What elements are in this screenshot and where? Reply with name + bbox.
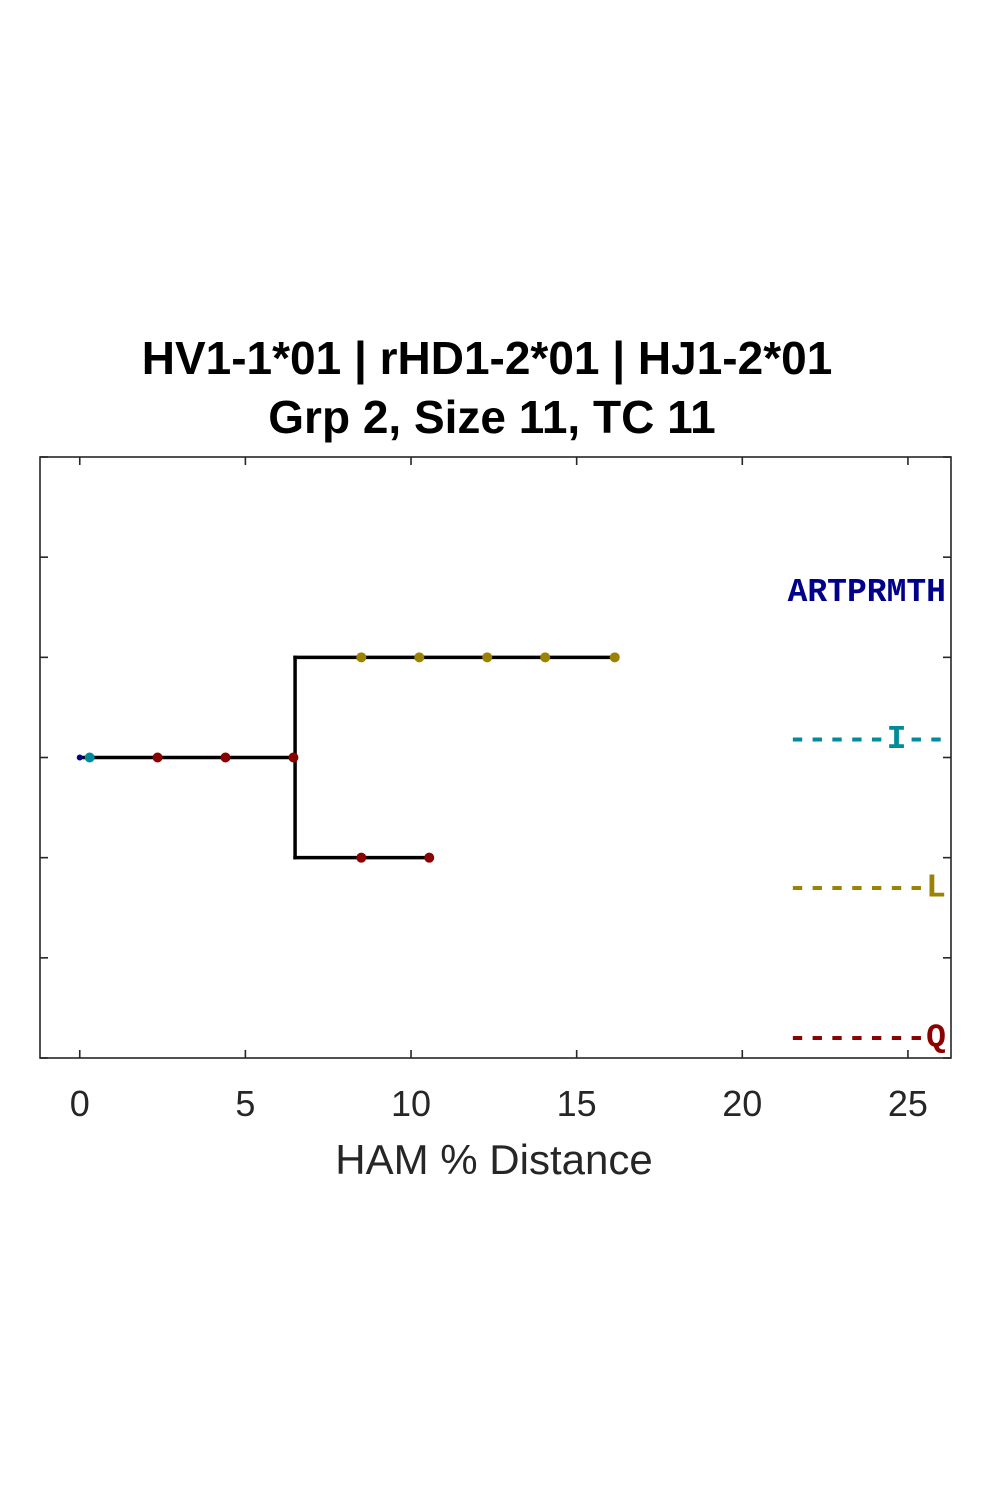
tree-branches (78, 655, 619, 860)
node-11 (424, 852, 435, 863)
node-3 (220, 752, 231, 763)
x-tick-label-5: 25 (888, 1083, 928, 1124)
sequence-label-0: ARTPRMTH (788, 574, 946, 611)
x-axis-label: HAM % Distance (335, 1136, 652, 1183)
node-0 (76, 754, 83, 761)
tree-nodes (76, 652, 620, 863)
x-tick-label-1: 5 (235, 1083, 255, 1124)
sequence-label-3: -------Q (788, 1020, 946, 1057)
node-6 (414, 652, 425, 663)
chart-title-line2: Grp 2, Size 11, TC 11 (268, 391, 715, 443)
node-10 (356, 852, 367, 863)
node-4 (288, 752, 299, 763)
node-8 (540, 652, 551, 663)
x-tick-label-4: 20 (722, 1083, 762, 1124)
node-2 (152, 752, 163, 763)
node-9 (609, 652, 620, 663)
axis-ticks (40, 456, 951, 1059)
sequence-label-2: -------L (788, 869, 946, 906)
x-tick-label-3: 15 (557, 1083, 597, 1124)
node-1 (84, 752, 95, 763)
node-5 (356, 652, 367, 663)
sequence-label-1: -----I-- (788, 721, 946, 758)
x-tick-labels: 0 5 10 15 20 25 (70, 1083, 928, 1124)
chart-title-line1: HV1-1*01 | rHD1-2*01 | HJ1-2*01 (142, 332, 833, 384)
node-7 (482, 652, 493, 663)
x-tick-label-2: 10 (391, 1083, 431, 1124)
x-tick-label-0: 0 (70, 1083, 90, 1124)
sequence-labels: ARTPRMTH -----I-- -------L -------Q (788, 574, 946, 1057)
